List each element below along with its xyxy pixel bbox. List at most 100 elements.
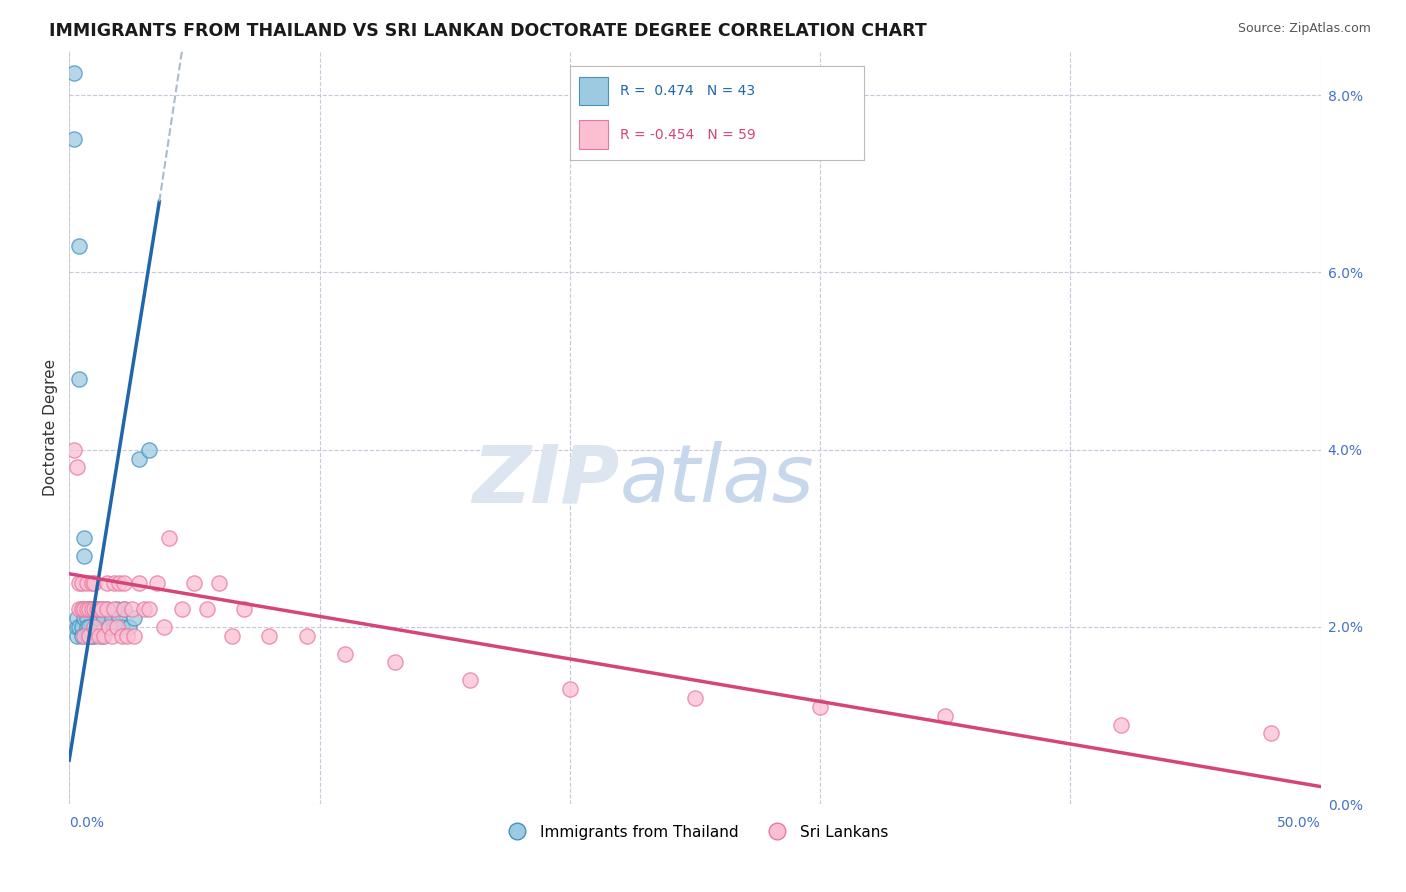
Point [76, 602, 98, 616]
Point [103, 620, 125, 634]
Point [70, 620, 93, 634]
Point [558, 681, 581, 696]
Point [208, 575, 231, 590]
Point [98, 620, 121, 634]
Point [96, 575, 118, 590]
Point [63, 442, 86, 457]
Point [98, 620, 121, 634]
Point [80, 602, 103, 616]
Point [70, 575, 93, 590]
Point [146, 575, 169, 590]
Point [170, 602, 193, 616]
Point [83, 602, 105, 616]
Point [89, 629, 111, 643]
Point [115, 629, 138, 643]
Point [73, 602, 96, 616]
Point [77, 602, 100, 616]
Point [67, 238, 90, 252]
Point [67, 620, 90, 634]
Point [76, 611, 98, 625]
Point [89, 602, 111, 616]
Point [108, 611, 131, 625]
Point [128, 451, 150, 466]
Point [76, 575, 98, 590]
Point [333, 647, 356, 661]
Point [96, 602, 118, 616]
Point [93, 611, 115, 625]
Point [86, 602, 108, 616]
Point [1109, 717, 1132, 731]
Point [259, 629, 281, 643]
Point [112, 602, 135, 616]
Text: ZIP: ZIP [472, 442, 620, 519]
Point [73, 532, 96, 546]
Point [90, 602, 112, 616]
Point [101, 611, 124, 625]
Point [105, 620, 128, 634]
Point [683, 690, 706, 705]
Point [103, 602, 125, 616]
Point [90, 629, 112, 643]
Point [96, 602, 118, 616]
Point [67, 575, 90, 590]
Point [384, 656, 406, 670]
Point [66, 629, 89, 643]
Y-axis label: Doctorate Degree: Doctorate Degree [44, 359, 58, 496]
Point [83, 629, 105, 643]
Point [67, 372, 90, 386]
Point [111, 620, 134, 634]
Point [89, 611, 111, 625]
Point [73, 549, 96, 563]
Point [73, 629, 96, 643]
Point [86, 602, 108, 616]
Point [934, 708, 956, 723]
Point [77, 629, 100, 643]
Point [83, 620, 105, 634]
Point [128, 575, 150, 590]
Point [105, 602, 128, 616]
Point [63, 132, 86, 146]
Point [66, 611, 89, 625]
Point [76, 620, 98, 634]
Point [1260, 726, 1282, 740]
Point [66, 620, 89, 634]
Point [108, 575, 131, 590]
Point [77, 620, 100, 634]
Point [458, 673, 481, 688]
Point [134, 602, 156, 616]
Point [80, 575, 103, 590]
Point [70, 629, 93, 643]
Point [195, 602, 218, 616]
Point [66, 460, 89, 475]
Point [103, 575, 125, 590]
Point [76, 629, 98, 643]
Text: 0.0%: 0.0% [69, 815, 104, 830]
Text: IMMIGRANTS FROM THAILAND VS SRI LANKAN DOCTORATE DEGREE CORRELATION CHART: IMMIGRANTS FROM THAILAND VS SRI LANKAN D… [49, 22, 927, 40]
Point [233, 602, 256, 616]
Point [63, 66, 86, 80]
Point [77, 629, 100, 643]
Point [138, 442, 160, 457]
Point [80, 602, 103, 616]
Text: 50.0%: 50.0% [1277, 815, 1320, 830]
Point [83, 602, 105, 616]
Point [118, 620, 141, 634]
Point [153, 620, 176, 634]
Point [138, 602, 160, 616]
Point [83, 575, 105, 590]
Point [124, 611, 146, 625]
Point [121, 602, 143, 616]
Point [80, 629, 103, 643]
Point [157, 532, 180, 546]
Point [112, 575, 135, 590]
Text: Source: ZipAtlas.com: Source: ZipAtlas.com [1237, 22, 1371, 36]
Point [111, 629, 134, 643]
Text: atlas: atlas [620, 442, 814, 519]
Point [295, 629, 318, 643]
Point [67, 602, 90, 616]
Point [101, 629, 124, 643]
Point [221, 629, 243, 643]
Point [70, 602, 93, 616]
Point [112, 602, 135, 616]
Point [77, 602, 100, 616]
